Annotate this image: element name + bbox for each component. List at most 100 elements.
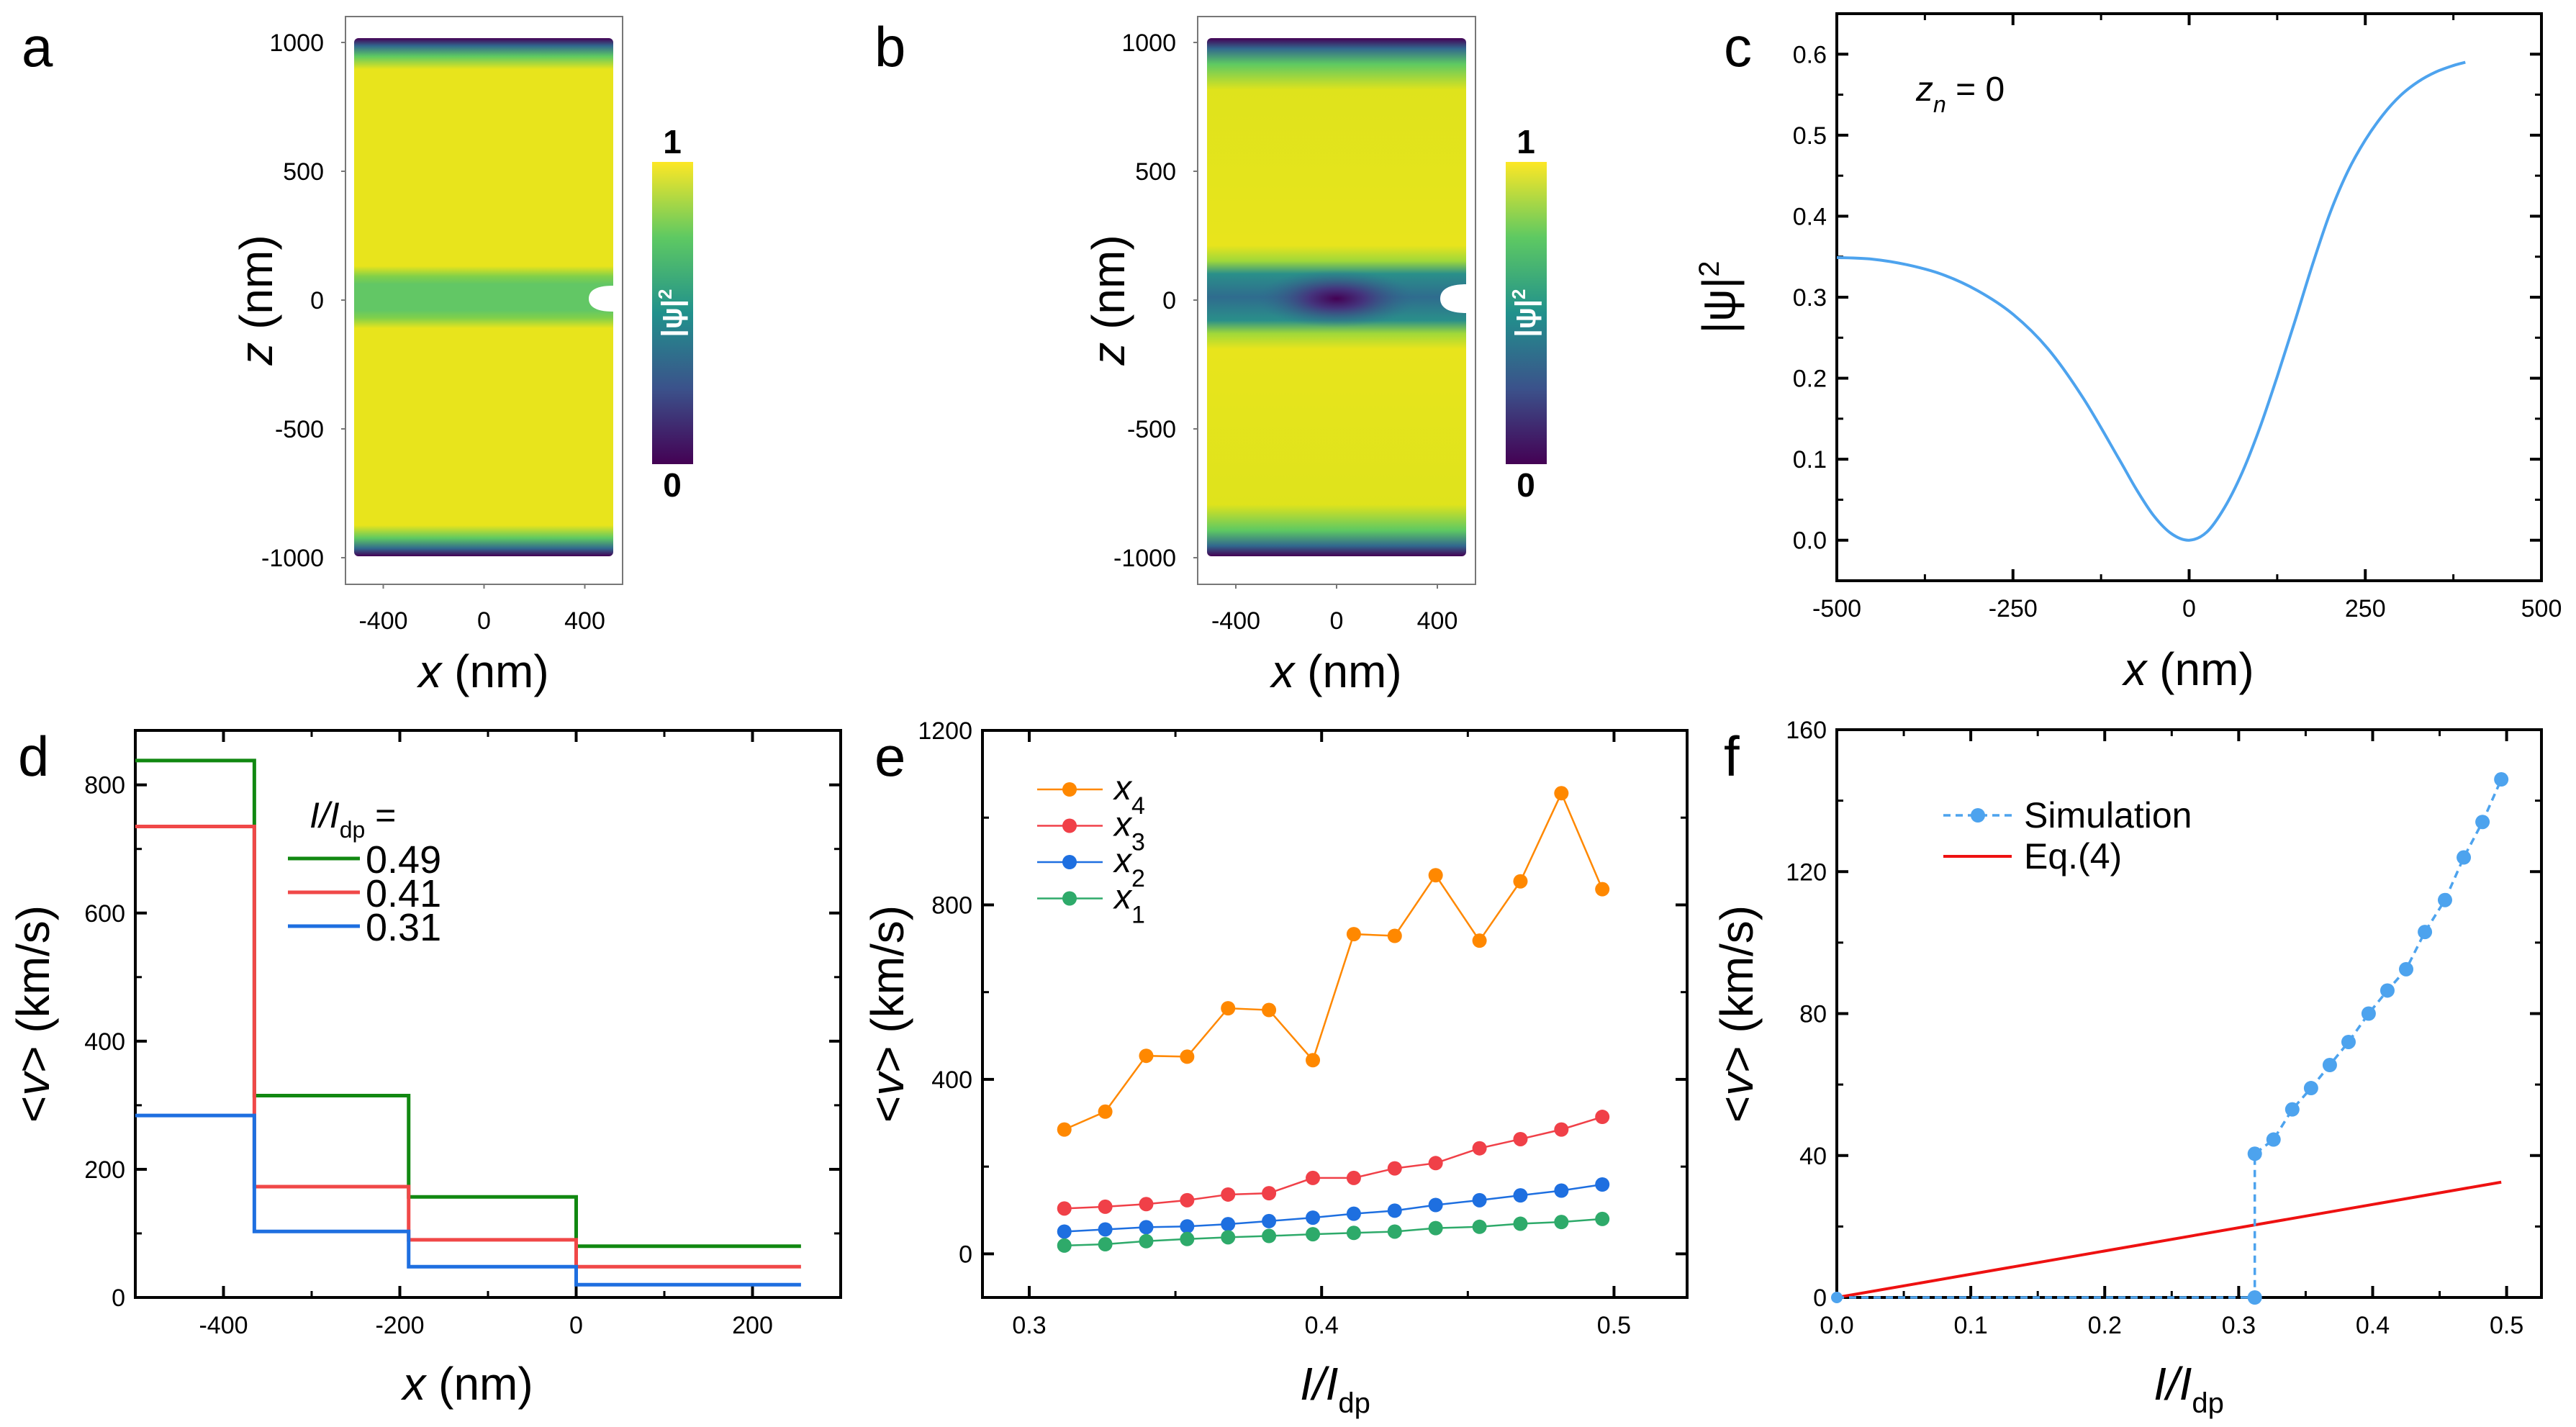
legend-swatch-marker bbox=[1062, 782, 1077, 797]
legend-label: Simulation bbox=[2024, 795, 2192, 835]
simulation-point bbox=[2266, 1132, 2281, 1147]
data-point-x3 bbox=[1387, 1161, 1402, 1176]
data-point-x1 bbox=[1595, 1211, 1610, 1226]
data-point-x1 bbox=[1428, 1220, 1443, 1236]
x-tick-label: 0.0 bbox=[1820, 1312, 1853, 1339]
data-point-x1 bbox=[1098, 1237, 1113, 1252]
y-axis-exponent: 2 bbox=[1694, 261, 1725, 276]
x-tick-label: 0.5 bbox=[2490, 1312, 2523, 1339]
simulation-point bbox=[2418, 925, 2433, 940]
z-tick-label: 0 bbox=[1162, 287, 1176, 314]
panel-a-x-axis-label: x (nm) bbox=[416, 645, 548, 697]
z-tick-label: -1000 bbox=[261, 545, 324, 572]
y-axis-var: z bbox=[1083, 343, 1134, 366]
simulation-point bbox=[2303, 1081, 2318, 1096]
panel-f: f 0.0 0.1 0.2 0.3 0.4 0.5 0 40 80 120 160 Simulati… bbox=[1711, 717, 2543, 1419]
panel-c-curve bbox=[1836, 60, 2466, 542]
x-tick-label: 0 bbox=[2182, 595, 2196, 622]
z-tick-label: -500 bbox=[1127, 416, 1176, 443]
data-point-x1 bbox=[1180, 1231, 1195, 1246]
legend-subscript: 4 bbox=[1131, 792, 1145, 820]
data-point-x4 bbox=[1595, 882, 1610, 897]
data-point-x1 bbox=[1306, 1227, 1321, 1242]
data-point-x2 bbox=[1387, 1203, 1402, 1218]
data-point-x1 bbox=[1346, 1226, 1361, 1241]
y-axis-var: z bbox=[230, 343, 282, 366]
z-tick-label: 500 bbox=[283, 158, 324, 186]
panel-a-x-ticks: -400 0 400 bbox=[358, 584, 605, 635]
annotation-value: = 0 bbox=[1946, 71, 2005, 109]
z-tick-label: -1000 bbox=[1113, 545, 1176, 572]
data-point-x1 bbox=[1139, 1233, 1154, 1249]
simulation-point bbox=[2380, 983, 2395, 998]
legend-subscript: 2 bbox=[1131, 865, 1145, 892]
x-tick-label: 250 bbox=[2345, 595, 2386, 622]
panel-a-colorbar bbox=[652, 162, 693, 464]
y-tick-label: 400 bbox=[84, 1028, 125, 1056]
panel-label-d: d bbox=[18, 725, 49, 788]
simulation-point bbox=[2437, 892, 2452, 907]
colorbar-exponent: 2 bbox=[1508, 289, 1529, 299]
data-point-x3 bbox=[1098, 1199, 1113, 1214]
x-tick-label: -400 bbox=[1211, 607, 1260, 635]
x-tick-label: 0.1 bbox=[1953, 1312, 1987, 1339]
data-point-x3 bbox=[1306, 1170, 1321, 1185]
panel-c-ticks: -500 -250 0 250 500 0.0 0.1 0.2 0.3 0.4 0.5 0.6 bbox=[1793, 14, 2562, 622]
data-point-x4 bbox=[1554, 786, 1569, 801]
data-point-x1 bbox=[1554, 1215, 1569, 1230]
y-tick-label: 0.6 bbox=[1793, 41, 1827, 68]
data-point-x3 bbox=[1554, 1122, 1569, 1137]
z-tick-label: 500 bbox=[1135, 158, 1176, 186]
step-line-0.41 bbox=[135, 825, 801, 1269]
panel-d-y-axis-label: <v> (km/s) bbox=[7, 905, 59, 1123]
panel-a-y-axis-label: z (nm) bbox=[230, 235, 282, 366]
panel-c-y-axis-label: |ψ|2 bbox=[1693, 261, 1745, 333]
simulation-point bbox=[1831, 1292, 1843, 1303]
x-tick-label: 0.2 bbox=[2088, 1312, 2122, 1339]
panel-b-y-axis-label: z (nm) bbox=[1083, 235, 1134, 366]
data-point-x2 bbox=[1595, 1177, 1610, 1192]
x-tick-label: -400 bbox=[199, 1312, 248, 1339]
annotation-subscript: n bbox=[1933, 91, 1946, 117]
z-tick-label: 1000 bbox=[269, 30, 324, 57]
panel-e-frame bbox=[981, 729, 1689, 1299]
x-tick-label: 200 bbox=[732, 1312, 773, 1339]
y-axis-var: v bbox=[7, 1070, 59, 1096]
data-point-x2 bbox=[1554, 1183, 1569, 1198]
data-point-x2 bbox=[1472, 1192, 1487, 1208]
data-point-x4 bbox=[1306, 1053, 1321, 1068]
x-tick-label: 500 bbox=[2521, 595, 2562, 622]
data-point-x4 bbox=[1428, 868, 1443, 883]
y-tick-label: 400 bbox=[931, 1066, 972, 1094]
panel-a-colorbar-min: 0 bbox=[663, 466, 682, 504]
panel-c-annotation: zn = 0 bbox=[1915, 71, 2005, 117]
y-tick-label: 40 bbox=[1799, 1143, 1827, 1170]
legend-title-eq: = bbox=[365, 795, 396, 835]
data-point-x3 bbox=[1513, 1131, 1528, 1146]
z-tick-label: 1000 bbox=[1121, 30, 1176, 57]
y-axis-unit: (km/s) bbox=[862, 905, 913, 1046]
data-point-x4 bbox=[1057, 1122, 1072, 1137]
legend-title: I/Idp = bbox=[309, 795, 396, 843]
colorbar-psi: |ψ| bbox=[1510, 299, 1542, 338]
x-tick-label: 0.3 bbox=[2222, 1312, 2256, 1339]
simulation-point bbox=[2322, 1058, 2337, 1073]
panel-f-y-axis-label: <v> (km/s) bbox=[1711, 905, 1763, 1123]
panel-b-x-axis-label: x (nm) bbox=[1269, 645, 1401, 697]
panel-d-frame bbox=[134, 729, 842, 1299]
data-point-x3 bbox=[1262, 1186, 1277, 1201]
step-line-0.31 bbox=[135, 1113, 801, 1287]
legend-subscript: 1 bbox=[1131, 902, 1145, 929]
panel-d-legend: I/Idp = 0.490.410.31 bbox=[288, 795, 441, 949]
data-point-x1 bbox=[1472, 1219, 1487, 1234]
panel-a-notch bbox=[589, 286, 613, 312]
simulation-point bbox=[2475, 815, 2490, 830]
panel-label-e: e bbox=[875, 725, 905, 788]
z-tick-label: -500 bbox=[275, 416, 324, 443]
y-tick-label: 600 bbox=[84, 900, 125, 928]
x-axis-var: x bbox=[1269, 645, 1296, 697]
data-point-x4 bbox=[1139, 1048, 1154, 1064]
panel-a: a 1000 500 0 -500 -1000 -400 0 400 z (nm) x (n… bbox=[22, 15, 693, 697]
x-tick-label: 0.3 bbox=[1012, 1312, 1046, 1339]
data-point-x4 bbox=[1180, 1049, 1195, 1064]
